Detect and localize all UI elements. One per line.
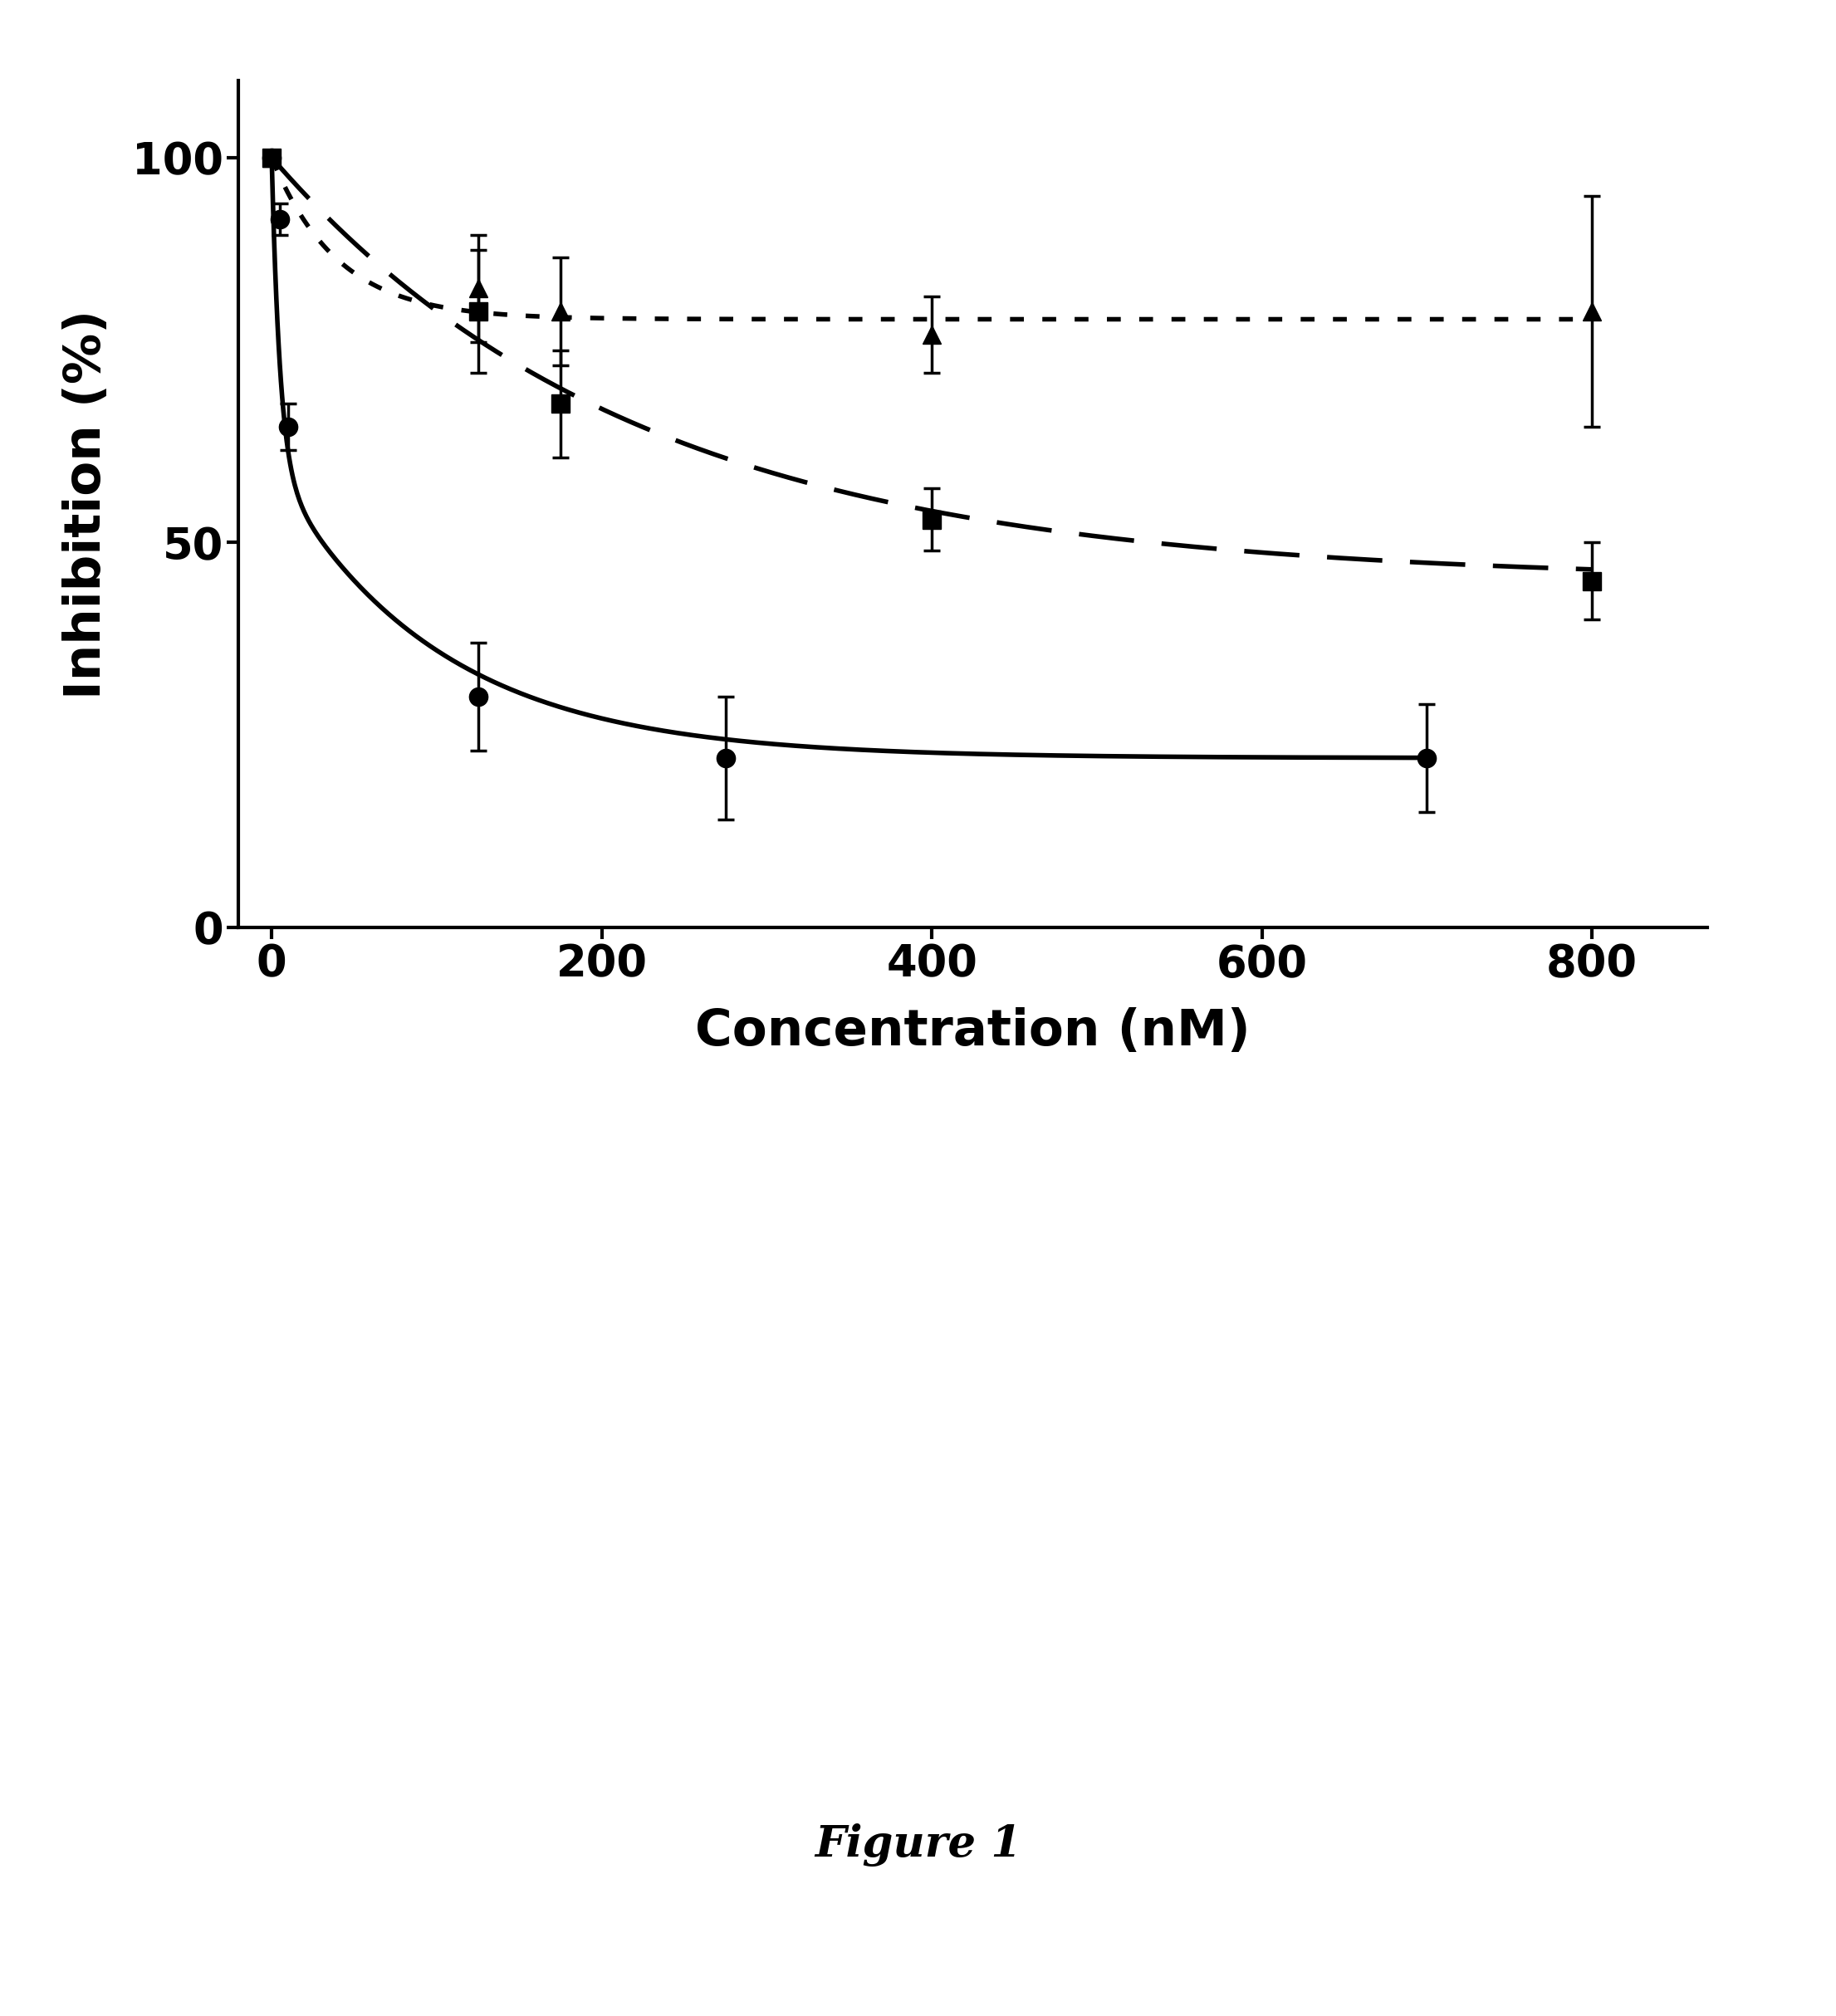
Y-axis label: Inhibition (%): Inhibition (%) [62,308,110,700]
X-axis label: Concentration (nM): Concentration (nM) [696,1006,1250,1056]
Text: Figure 1: Figure 1 [815,1822,1021,1867]
